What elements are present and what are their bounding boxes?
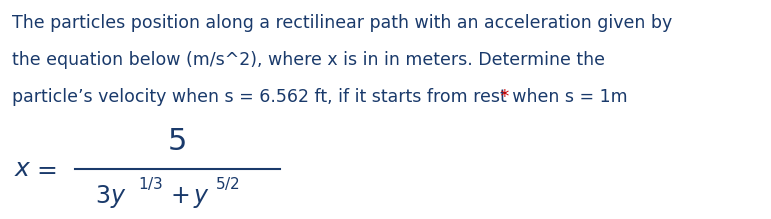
Text: The particles position along a rectilinear path with an acceleration given by: The particles position along a rectiline… — [12, 14, 672, 32]
Text: the equation below (m/s^2), where x is in in meters. Determine the: the equation below (m/s^2), where x is i… — [12, 51, 605, 69]
Text: $3y$: $3y$ — [95, 184, 126, 210]
Text: *: * — [495, 88, 510, 106]
Text: $x$: $x$ — [14, 157, 32, 181]
Text: particle’s velocity when s = 6.562 ft, if it starts from rest when s = 1m: particle’s velocity when s = 6.562 ft, i… — [12, 88, 628, 106]
Text: 5: 5 — [168, 127, 187, 155]
Text: $+\,y$: $+\,y$ — [170, 184, 210, 210]
Text: $5/2$: $5/2$ — [215, 175, 240, 193]
Text: $=$: $=$ — [32, 157, 57, 181]
Text: $1/3$: $1/3$ — [138, 175, 163, 193]
